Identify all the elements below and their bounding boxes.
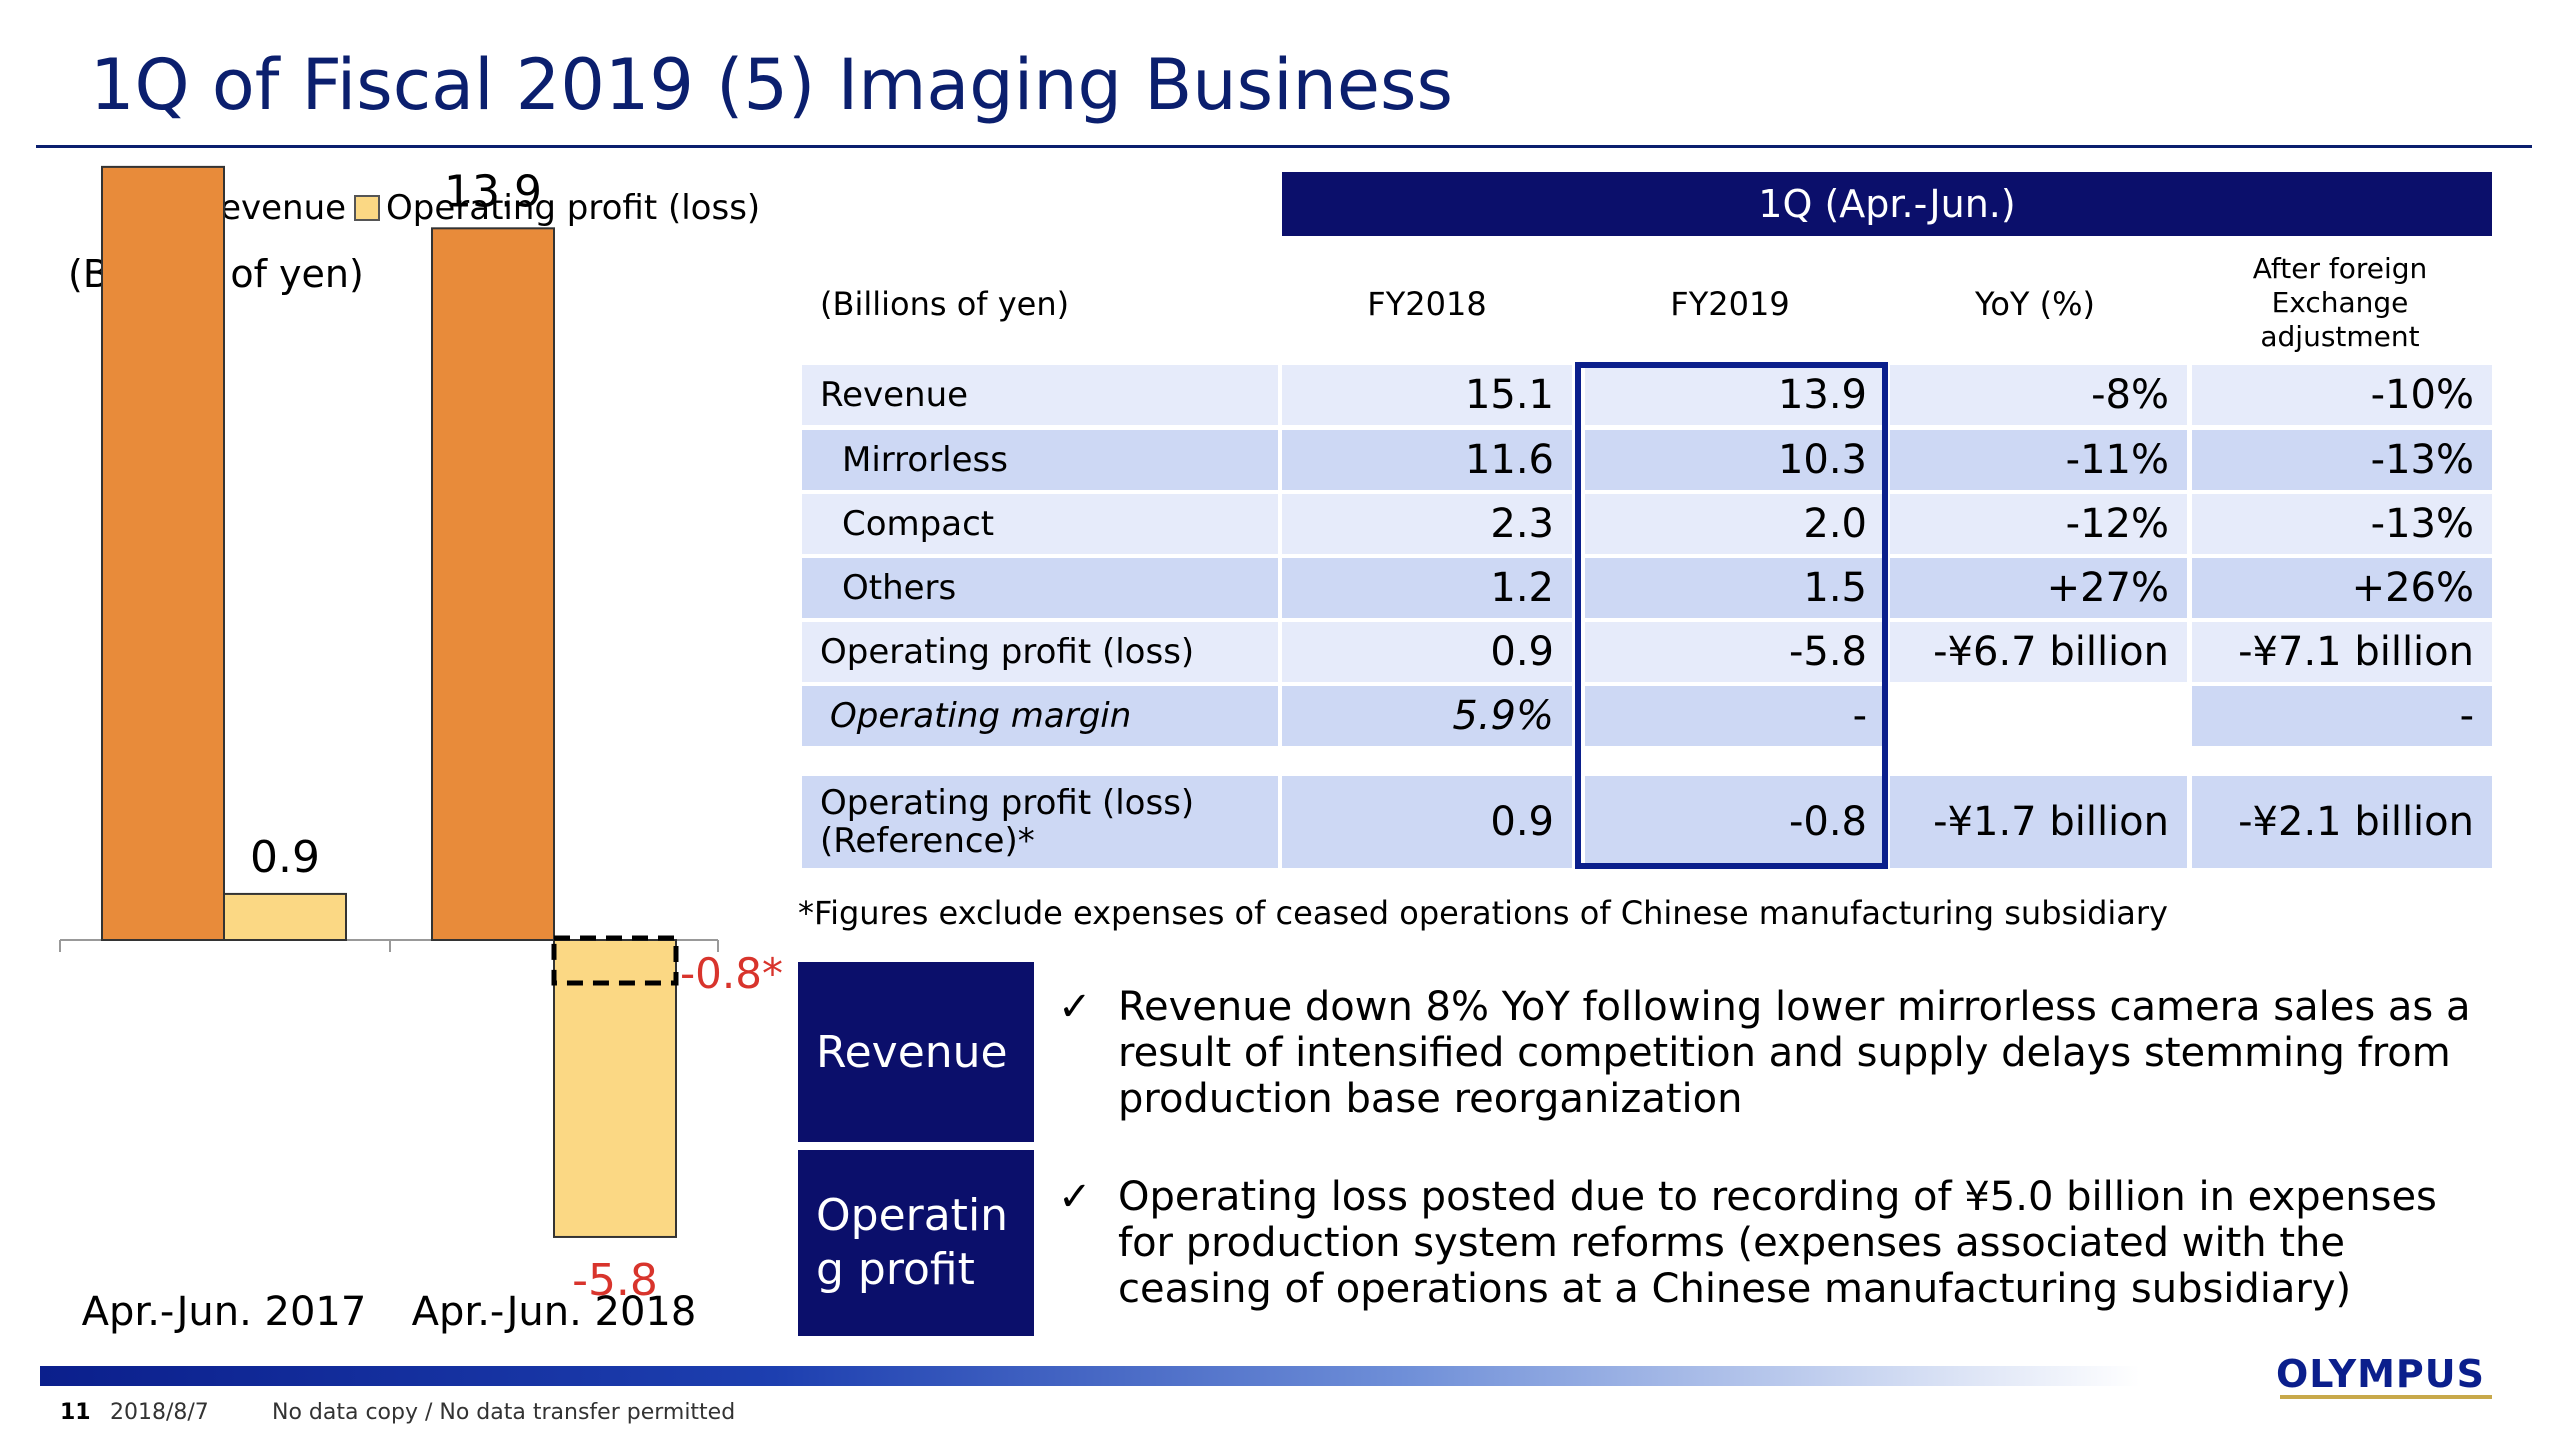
row-label-operating-profit: Operating profit (loss) bbox=[802, 622, 1278, 682]
comment-heading-profit-text: Operatin g profit bbox=[816, 1190, 1009, 1295]
cell-others-fx: +26% bbox=[2192, 558, 2492, 618]
cell-others-fy2018: 1.2 bbox=[1282, 558, 1572, 618]
cell-revenue-yoy: -8% bbox=[1890, 365, 2187, 425]
footer-date: 2018/8/7 bbox=[110, 1400, 209, 1425]
row-label-operating-margin: Operating margin bbox=[802, 686, 1278, 746]
bar-profit-1 bbox=[553, 939, 677, 1238]
table-unit-label: (Billions of yen) bbox=[820, 285, 1070, 323]
annotation-label: -0.8* bbox=[680, 949, 783, 998]
cell-compact-fy2019: 2.0 bbox=[1585, 494, 1885, 554]
cell-operating-profit-fy2018: 0.9 bbox=[1282, 622, 1572, 682]
check-icon: ✓ bbox=[1058, 984, 1092, 1030]
logo-underline bbox=[2280, 1395, 2492, 1399]
row-label-mirrorless: Mirrorless bbox=[802, 430, 1278, 490]
fy2019-highlight-frame bbox=[1575, 362, 1888, 869]
row-label-others: Others bbox=[802, 558, 1278, 618]
bar-profit-0 bbox=[223, 892, 347, 941]
x-tick-label: Apr.-Jun. 2017 bbox=[82, 1289, 367, 1335]
cell-operating-margin-fy2018: 5.9% bbox=[1282, 686, 1572, 746]
comment-revenue-text: Revenue down 8% YoY following lower mirr… bbox=[1118, 984, 2471, 1122]
cell-revenue-fy2018: 15.1 bbox=[1282, 365, 1572, 425]
comment-profit-text: Operating loss posted due to recording o… bbox=[1118, 1174, 2437, 1312]
cell-mirrorless-fx: -13% bbox=[2192, 430, 2492, 490]
data-label: 0.9 bbox=[250, 832, 320, 883]
title-divider bbox=[36, 145, 2532, 148]
row-label-operating-profit-reference: Operating profit (loss) (Reference)* bbox=[802, 776, 1278, 868]
cell-others-fy2019: 1.5 bbox=[1585, 558, 1885, 618]
cell-operating-profit-reference-fy2018: 0.9 bbox=[1282, 776, 1572, 868]
cell-operating-profit-fx: -¥7.1 billion bbox=[2192, 622, 2492, 682]
footer-gradient-bar bbox=[40, 1366, 2140, 1386]
cell-revenue-fy2019: 13.9 bbox=[1585, 365, 1885, 425]
cell-operating-profit-reference-fx: -¥2.1 billion bbox=[2192, 776, 2492, 868]
page-title: 1Q of Fiscal 2019 (5) Imaging Business bbox=[90, 44, 1453, 126]
reference-dashed-box bbox=[551, 935, 679, 986]
cell-revenue-fx: -10% bbox=[2192, 365, 2492, 425]
cell-operating-margin-fx: - bbox=[2192, 686, 2492, 746]
comment-heading-revenue: Revenue bbox=[798, 962, 1034, 1142]
cell-operating-profit-fy2019: -5.8 bbox=[1585, 622, 1885, 682]
cell-operating-profit-reference-fy2019: -0.8 bbox=[1585, 776, 1885, 868]
cell-compact-yoy: -12% bbox=[1890, 494, 2187, 554]
comment-heading-profit: Operatin g profit bbox=[798, 1150, 1034, 1336]
legend-item-profit: Operating profit (loss) bbox=[354, 188, 760, 228]
col-head-fy2019: FY2019 bbox=[1670, 285, 1790, 323]
col-head-yoy: YoY (%) bbox=[1975, 285, 2095, 323]
legend-swatch-profit bbox=[354, 195, 380, 221]
cell-mirrorless-fy2019: 10.3 bbox=[1585, 430, 1885, 490]
data-label: -5.8 bbox=[572, 1255, 658, 1306]
cell-mirrorless-fy2018: 11.6 bbox=[1282, 430, 1572, 490]
comment-profit: ✓ Operating loss posted due to recording… bbox=[1058, 1174, 2478, 1312]
col-head-fx-adjusted: After foreign Exchange adjustment bbox=[2252, 252, 2428, 353]
cell-operating-profit-reference-yoy: -¥1.7 billion bbox=[1890, 776, 2187, 868]
cell-mirrorless-yoy: -11% bbox=[1890, 430, 2187, 490]
cell-others-yoy: +27% bbox=[1890, 558, 2187, 618]
row-label-line2: (Reference)* bbox=[820, 821, 1035, 861]
cell-operating-margin-fy2019: - bbox=[1585, 686, 1885, 746]
row-label-compact: Compact bbox=[802, 494, 1278, 554]
olympus-logo: OLYMPUS bbox=[2276, 1352, 2486, 1396]
bar-revenue-0 bbox=[101, 165, 225, 941]
comment-revenue: ✓ Revenue down 8% YoY following lower mi… bbox=[1058, 984, 2478, 1122]
footer-notice: No data copy / No data transfer permitte… bbox=[272, 1400, 736, 1425]
bar-revenue-1 bbox=[431, 227, 555, 941]
check-icon: ✓ bbox=[1058, 1174, 1092, 1220]
cell-compact-fy2018: 2.3 bbox=[1282, 494, 1572, 554]
table-period-header: 1Q (Apr.-Jun.) bbox=[1282, 172, 2492, 236]
cell-compact-fx: -13% bbox=[2192, 494, 2492, 554]
x-tick-label: Apr.-Jun. 2018 bbox=[412, 1289, 697, 1335]
cell-operating-profit-yoy: -¥6.7 billion bbox=[1890, 622, 2187, 682]
row-label-line1: Operating profit (loss) bbox=[820, 783, 1195, 823]
row-label-revenue: Revenue bbox=[802, 365, 1278, 425]
page-number: 11 bbox=[60, 1400, 91, 1425]
legend-label-profit: Operating profit (loss) bbox=[386, 188, 761, 228]
col-head-fy2018: FY2018 bbox=[1367, 285, 1487, 323]
table-footnote: *Figures exclude expenses of ceased oper… bbox=[798, 894, 2168, 932]
data-label: 13.9 bbox=[444, 166, 542, 217]
